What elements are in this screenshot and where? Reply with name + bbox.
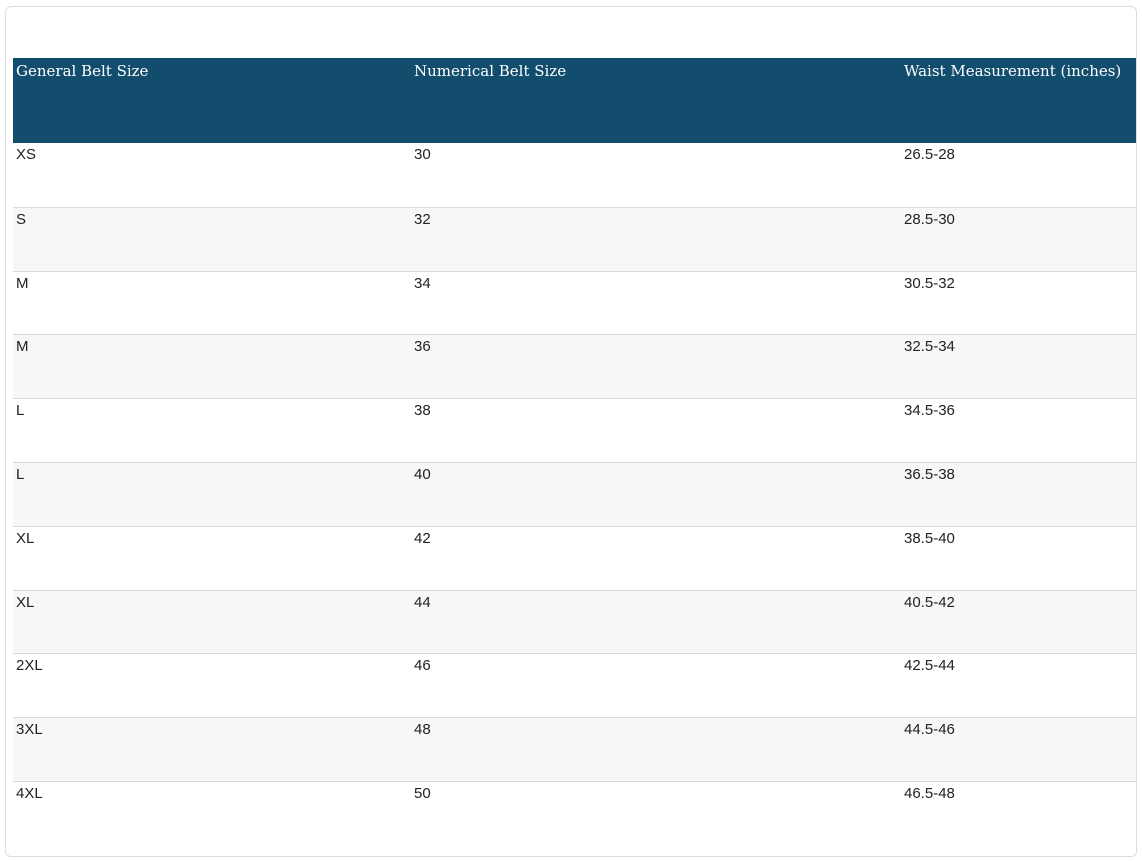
general-size-cell: M xyxy=(16,338,29,356)
general-size-cell: 2XL xyxy=(16,657,43,675)
numerical-size-cell: 40 xyxy=(414,465,431,483)
waist-measurement-cell: 32.5-34 xyxy=(904,338,955,356)
waist-measurement-cell: 26.5-28 xyxy=(904,146,955,163)
numerical-size-cell: 30 xyxy=(414,146,431,163)
numerical-size-cell: 48 xyxy=(414,721,431,739)
waist-measurement-cell: 44.5-46 xyxy=(904,721,955,739)
numerical-size-cell: 50 xyxy=(414,784,431,802)
belt-size-table: General Belt Size Numerical Belt Size Wa… xyxy=(13,58,1136,845)
numerical-size-cell: 42 xyxy=(414,529,431,547)
waist-measurement-cell: 36.5-38 xyxy=(904,465,955,483)
general-size-cell: XS xyxy=(16,146,37,163)
header-numerical-belt-size: Numerical Belt Size xyxy=(414,62,567,80)
general-size-cell: S xyxy=(16,210,27,228)
numerical-size-cell: 34 xyxy=(414,274,431,292)
table-row: L 38 34.5-36 xyxy=(13,398,1136,462)
general-size-cell: 4XL xyxy=(16,784,43,802)
waist-measurement-cell: 28.5-30 xyxy=(904,210,955,228)
waist-measurement-cell: 38.5-40 xyxy=(904,529,955,547)
waist-measurement-cell: 40.5-42 xyxy=(904,593,955,611)
general-size-cell: 3XL xyxy=(16,721,43,739)
waist-measurement-cell: 46.5-48 xyxy=(904,784,955,802)
waist-measurement-cell: 34.5-36 xyxy=(904,402,955,420)
numerical-size-cell: 32 xyxy=(414,210,431,228)
numerical-size-cell: 36 xyxy=(414,338,431,356)
table-row: L 40 36.5-38 xyxy=(13,461,1136,526)
table-row: XL 42 38.5-40 xyxy=(13,525,1136,590)
numerical-size-cell: 44 xyxy=(414,593,431,611)
table-header-row: General Belt Size Numerical Belt Size Wa… xyxy=(13,58,1136,143)
general-size-cell: XL xyxy=(16,593,35,611)
numerical-size-cell: 38 xyxy=(414,402,431,420)
general-size-cell: XL xyxy=(16,529,35,547)
numerical-size-cell: 46 xyxy=(414,657,431,675)
table-row: M 34 30.5-32 xyxy=(13,270,1136,335)
table-row: 2XL 46 42.5-44 xyxy=(13,653,1136,718)
table-body: XS 30 26.5-28 S 32 28.5-30 M 34 30.5-32 … xyxy=(13,143,1136,845)
waist-measurement-cell: 30.5-32 xyxy=(904,274,955,292)
header-waist-measurement: Waist Measurement (inches) xyxy=(904,62,1122,80)
table-row: 4XL 50 46.5-48 xyxy=(13,780,1136,845)
general-size-cell: L xyxy=(16,402,25,420)
general-size-cell: L xyxy=(16,465,25,483)
general-size-cell: M xyxy=(16,274,29,292)
size-chart-card: General Belt Size Numerical Belt Size Wa… xyxy=(5,6,1137,857)
table-row: 3XL 48 44.5-46 xyxy=(13,717,1136,781)
waist-measurement-cell: 42.5-44 xyxy=(904,657,955,675)
table-row: M 36 32.5-34 xyxy=(13,334,1136,399)
table-row: S 32 28.5-30 xyxy=(13,206,1136,271)
table-row: XL 44 40.5-42 xyxy=(13,589,1136,654)
header-general-belt-size: General Belt Size xyxy=(16,62,149,80)
table-row: XS 30 26.5-28 xyxy=(13,143,1136,207)
